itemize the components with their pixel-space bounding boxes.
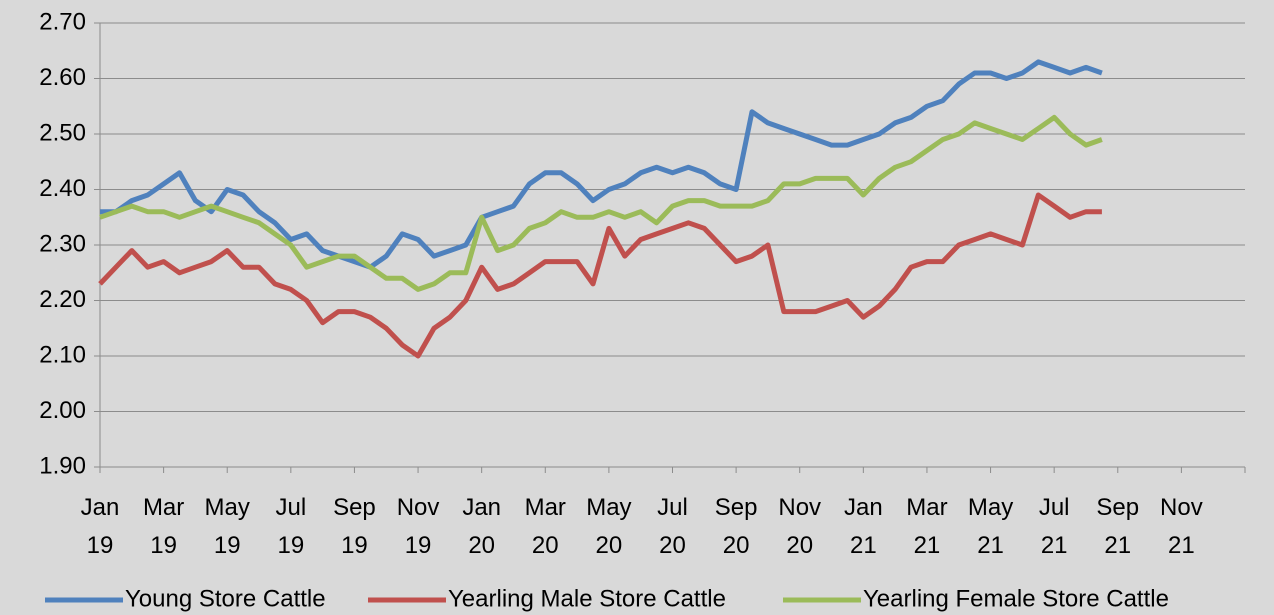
x-tick-label: Nov 20 (778, 494, 821, 559)
x-tick-label: May 21 (968, 494, 1013, 559)
x-tick-label: Jan 21 (844, 494, 883, 559)
y-tick-label: 2.60 (39, 64, 86, 91)
y-tick-label: 2.40 (39, 175, 86, 202)
x-tick-label: Mar 19 (143, 494, 184, 559)
legend-label: Yearling Male Store Cattle (448, 585, 726, 612)
y-tick-label: 2.70 (39, 8, 86, 35)
x-tick-label: May 19 (205, 494, 250, 559)
series-line (100, 59, 1103, 270)
x-tick-label: Jan 20 (462, 494, 501, 559)
x-tick-label: Jan 19 (81, 494, 120, 559)
legend-label: Young Store Cattle (125, 585, 326, 612)
series-line (99, 114, 1103, 292)
y-tick-label: 2.30 (39, 230, 86, 257)
x-tick-label: Sep 20 (715, 494, 758, 559)
x-tick-label: Jul 21 (1039, 494, 1070, 559)
x-tick-label: May 20 (586, 494, 631, 559)
y-tick-label: 1.90 (39, 452, 86, 479)
x-tick-label: Nov 19 (397, 494, 440, 559)
y-tick-label: 2.50 (39, 119, 86, 146)
x-tick-label: Mar 21 (906, 494, 947, 559)
x-tick-label: Nov 21 (1160, 494, 1203, 559)
x-tick-label: Jul 20 (657, 494, 688, 559)
series-line (98, 192, 1102, 359)
x-tick-label: Sep 19 (333, 494, 376, 559)
y-tick-label: 2.10 (39, 341, 86, 368)
x-tick-label: Sep 21 (1096, 494, 1139, 559)
legend-label: Yearling Female Store Cattle (863, 585, 1169, 612)
y-tick-label: 2.00 (39, 397, 86, 424)
y-tick-label: 2.20 (39, 286, 86, 313)
x-tick-label: Mar 20 (525, 494, 566, 559)
x-tick-label: Jul 19 (275, 494, 306, 559)
